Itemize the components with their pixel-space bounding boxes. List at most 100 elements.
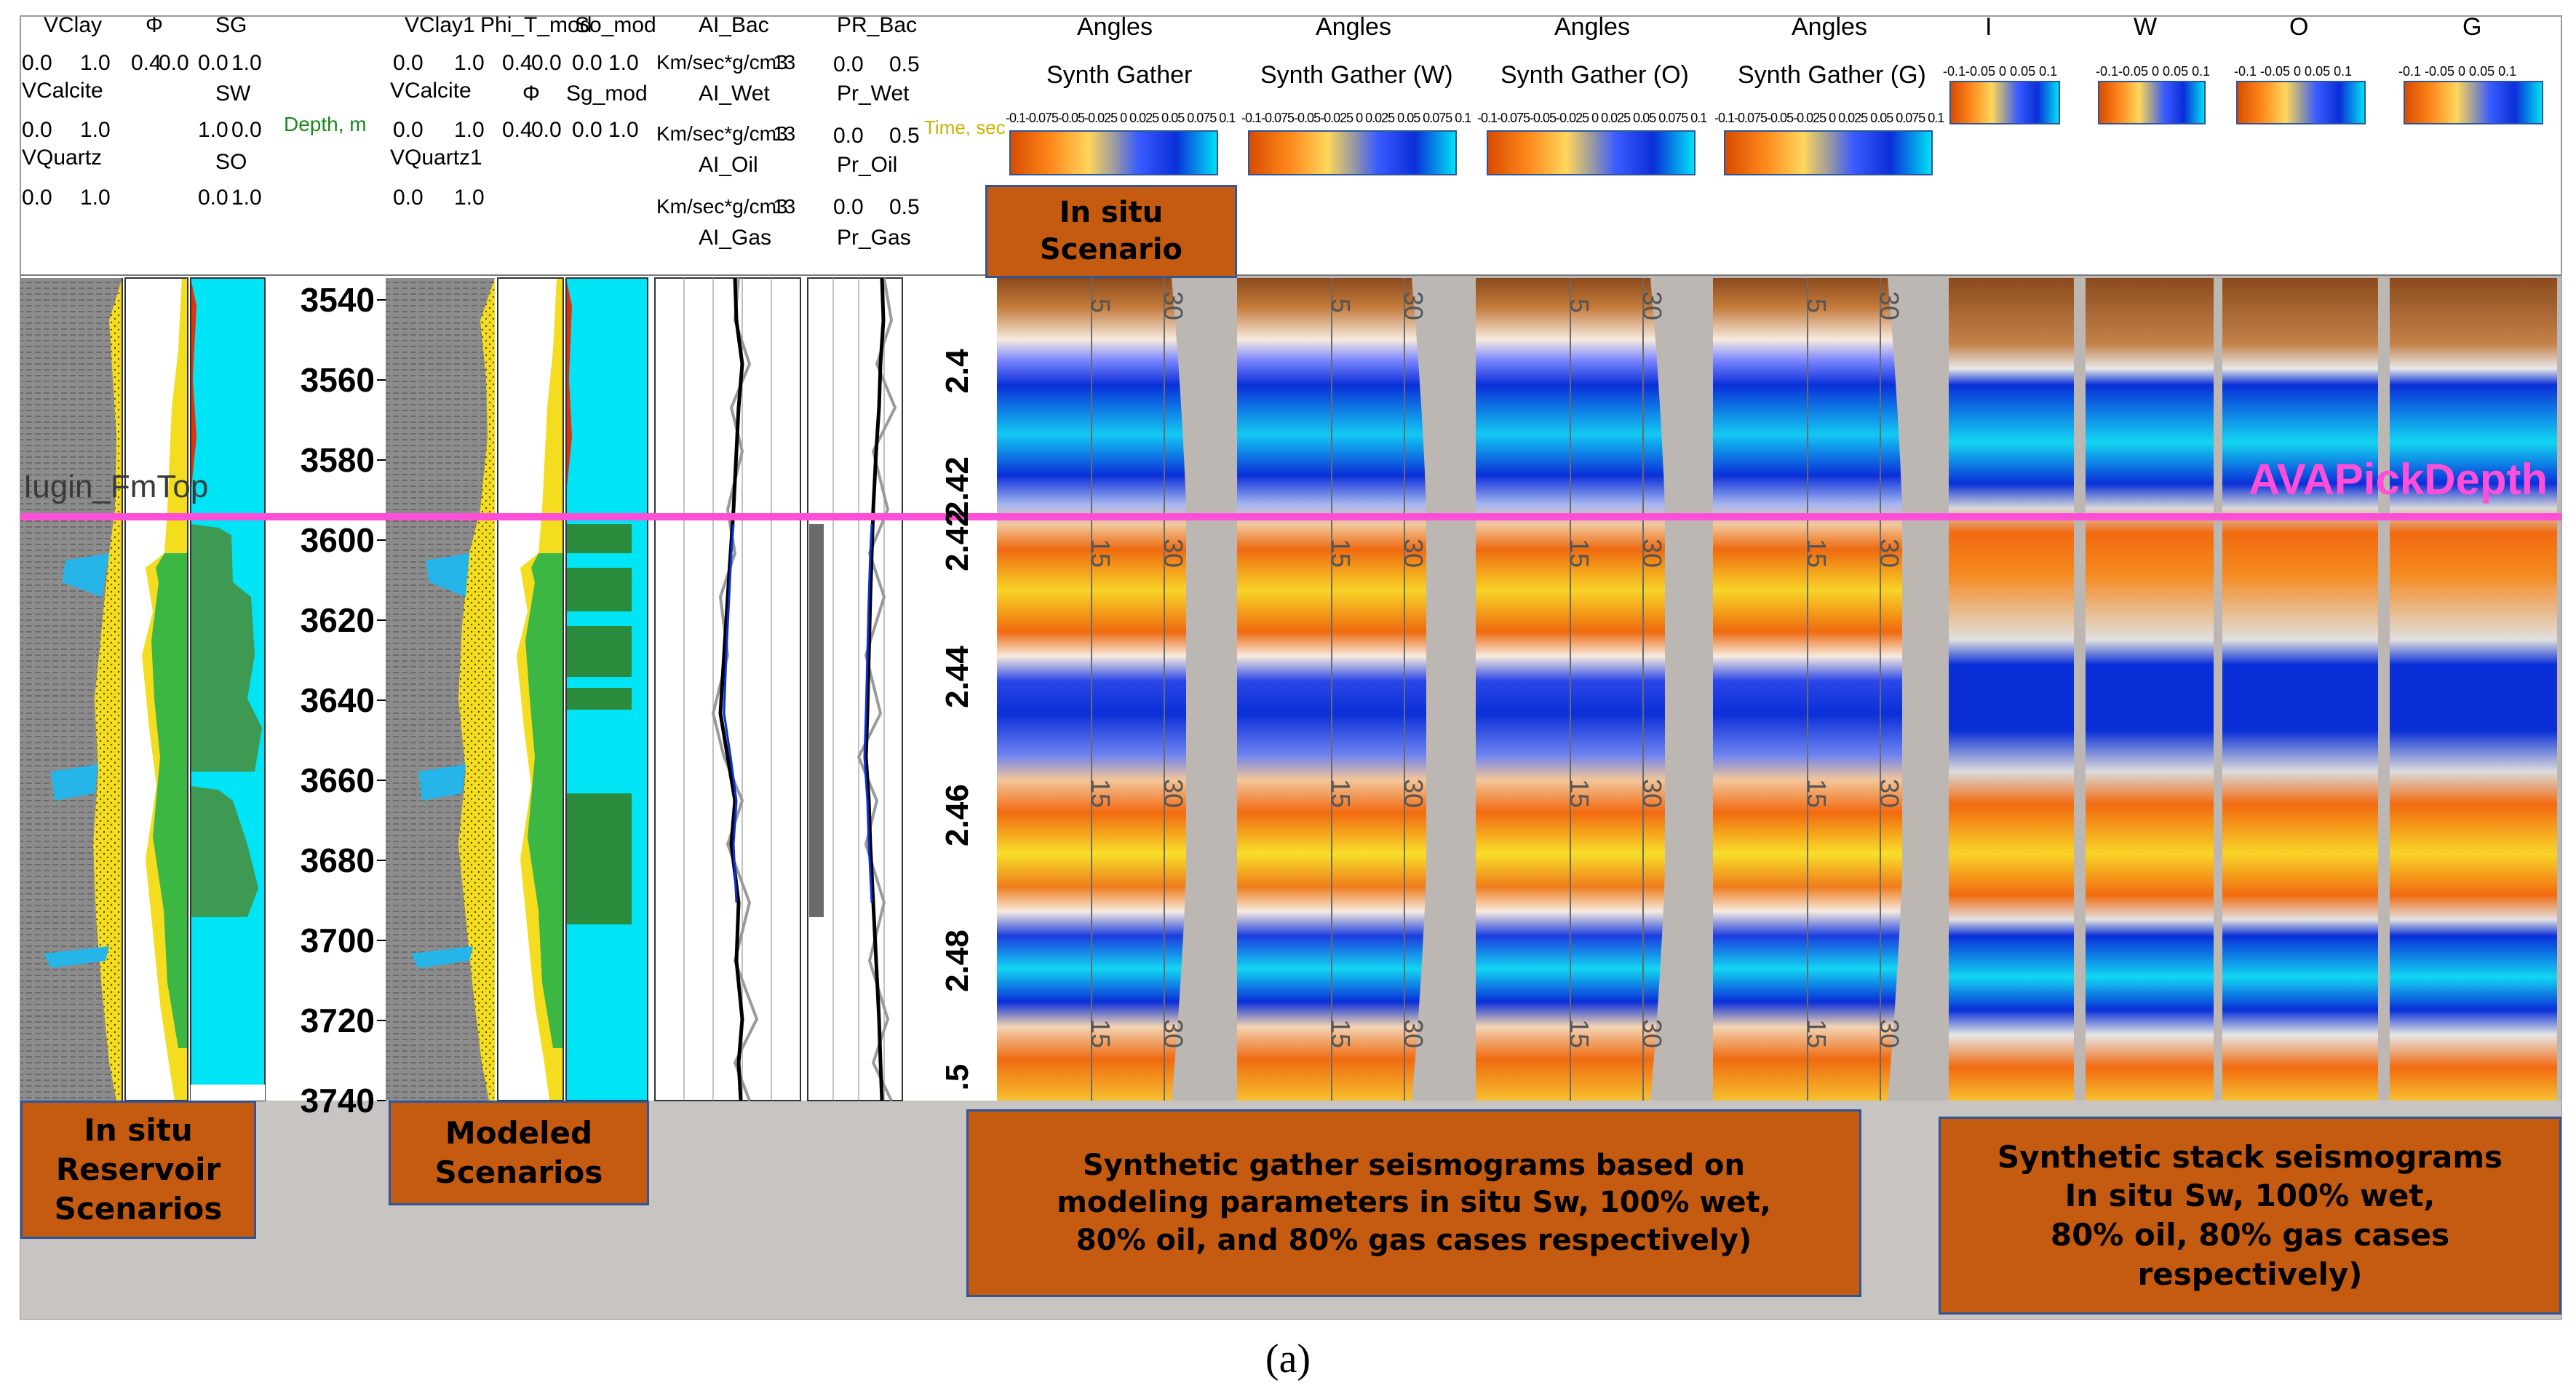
gather-panel-edge (1888, 278, 1906, 1101)
track9-header-pr-oil: Pr_Oil (837, 153, 898, 177)
track8-header-ai-oil: AI_Oil (699, 153, 758, 177)
gather-angle-label: 15 (1802, 779, 1832, 808)
track6-phi-t-mod-min: 0.4 (502, 51, 533, 75)
track2-phi-min: 0.4 (131, 51, 162, 75)
stack-colorbars (1949, 81, 2543, 124)
track7-sg-mod-min: 0.0 (572, 118, 603, 142)
gather-angle-label: 15 (1086, 779, 1116, 808)
time-axis-label: Time, sec (924, 116, 1006, 138)
stack4-scale: -0.1 -0.05 0 0.05 0.1 (2398, 64, 2517, 79)
track7-header-sg-mod: Sg_mod (566, 82, 648, 106)
track6-header-phi: Φ (522, 82, 540, 106)
stack1-title: I (1985, 13, 1992, 41)
stack3-title: O (2289, 13, 2309, 41)
track-acoustic-impedance (654, 277, 801, 1101)
gather1-scale-ticks: -0.1-0.075-0.05-0.025 0 0.025 0.05 0.075… (1006, 111, 1236, 125)
callout-stack-note: Synthetic stack seismograms In situ Sw, … (1939, 1117, 2561, 1315)
track1-vquartz-max: 1.0 (80, 186, 111, 210)
track3-header-so: SO (215, 150, 247, 174)
track8-scale-right-3: 13 (773, 195, 796, 218)
gather-angle-label: 30 (1875, 1019, 1904, 1048)
track8-unit-2: Km/sec*g/cm3 (656, 122, 788, 145)
track8-header-ai-gas: AI_Gas (699, 226, 772, 250)
stack2-scale: -0.1-0.05 0 0.05 0.1 (2096, 64, 2211, 79)
gather2-scale-ticks: -0.1-0.075-0.05-0.025 0 0.025 0.05 0.075… (1241, 111, 1471, 125)
stack-panel-3 (2222, 278, 2378, 1101)
gather4-title: Synth Gather (G) (1738, 61, 1926, 89)
track8-unit-1: Km/sec*g/cm3 (656, 51, 788, 74)
track3-header-sw: SW (215, 82, 251, 106)
time-tick-label: 2.48 (939, 930, 975, 992)
gather-panels: 5 30 15 30 15 30 15 30 5 30 15 30 15 30 15 30 5 30 15 30 15 3… (997, 278, 1906, 1101)
track1-vquartz-min: 0.0 (22, 186, 52, 210)
track5-header-vquartz1: VQuartz1 (390, 146, 482, 170)
gather-colorbar (1248, 130, 1457, 175)
gather-angle-label: 15 (1565, 539, 1594, 568)
gather-panel-edge (1412, 278, 1430, 1101)
gather-colorbar (1009, 130, 1218, 175)
stack-panels (1949, 278, 2557, 1101)
gather-angle-label: 30 (1399, 291, 1428, 320)
gather-angle-label: 30 (1875, 291, 1904, 320)
depth-tick-label: 3620 (301, 601, 375, 639)
depth-tick-label: 3720 (301, 1002, 375, 1039)
gather-colorbar (1487, 130, 1696, 175)
track9-header-pr-gas: Pr_Gas (837, 226, 911, 250)
track1-vcalcite-max: 1.0 (80, 118, 111, 142)
gather-angle-label: 15 (1086, 539, 1116, 568)
track-lithology-modeled (386, 278, 495, 1101)
gather-angle-label: 30 (1637, 539, 1667, 568)
track5-vquartz1-min: 0.0 (393, 186, 424, 210)
track-poisson-ratio (807, 277, 903, 1101)
gather-angle-label: 30 (1637, 779, 1667, 808)
stack-panel-4 (2390, 278, 2557, 1101)
gather4-scale-ticks: -0.1-0.075-0.05-0.025 0 0.025 0.05 0.075… (1714, 111, 1944, 125)
gather-angle-label: 15 (1086, 1019, 1116, 1048)
marker-label-formation-top: Iugin_FmTop (23, 469, 209, 504)
track1-vcalcite-min: 0.0 (22, 118, 52, 142)
gather-angle-label: 15 (1326, 1019, 1356, 1048)
track9-pr-bac-min: 0.0 (833, 52, 864, 76)
callout-in-situ-scenario: In situ Scenario (985, 185, 1237, 278)
track5-vclay1-max: 1.0 (454, 51, 485, 75)
gather-angle-label: 30 (1158, 539, 1188, 568)
track9-pr-oil-min: 0.0 (833, 195, 864, 219)
gather-angle-label: 30 (1399, 539, 1428, 568)
gather-angle-label: 30 (1637, 291, 1667, 320)
depth-axis-label: Depth, m (284, 113, 367, 135)
callout-gather-note: Synthetic gather seismograms based on mo… (966, 1109, 1861, 1297)
track3-sg-min: 0.0 (198, 51, 228, 75)
time-tick-label: 2.42 (939, 509, 975, 571)
stack-colorbar (2098, 81, 2206, 124)
gather-angle-label: 30 (1158, 291, 1188, 320)
gather-panel-edge (1172, 278, 1190, 1101)
track8-header-ai-wet: AI_Wet (699, 82, 770, 106)
track9-header-pr-wet: Pr_Wet (837, 82, 910, 106)
gather-angle-label: 30 (1637, 1019, 1667, 1048)
gather1-title-angles: Angles (1077, 13, 1153, 41)
track2-header-phi: Φ (146, 13, 163, 37)
stack-panel-2 (2086, 278, 2214, 1101)
depth-tick-label: 3580 (301, 441, 375, 479)
track8-header-ai-bac: AI_Bac (699, 13, 769, 37)
track6-phi-min: 0.4 (502, 118, 533, 142)
track1-vclay-min: 0.0 (22, 51, 52, 75)
track9-pr-bac-max: 0.5 (889, 52, 920, 76)
gather1-title: Synth Gather (1046, 61, 1193, 89)
stack-panel-1 (1949, 278, 2074, 1101)
depth-axis: 3540 3560 3580 3600 3620 3640 3660 3680 3700 3720… (301, 281, 386, 1119)
gather3-title-angles: Angles (1554, 13, 1630, 41)
track6-phi-max: 0.0 (531, 118, 562, 142)
gather-angle-label: 30 (1399, 779, 1428, 808)
track-porosity-insitu (124, 277, 188, 1101)
callout-modeled-scenarios: Modeled Scenarios (389, 1101, 649, 1205)
gather3-scale-ticks: -0.1-0.075-0.05-0.025 0 0.025 0.05 0.075… (1477, 111, 1707, 125)
depth-tick-label: 3600 (301, 521, 375, 559)
track7-sg-mod-max: 1.0 (608, 118, 639, 142)
gather-angle-label: 30 (1399, 1019, 1428, 1048)
track9-pr-wet-max: 0.5 (889, 124, 920, 148)
track8-unit-3: Km/sec*g/cm3 (656, 195, 788, 218)
depth-tick-label: 3700 (301, 922, 375, 959)
